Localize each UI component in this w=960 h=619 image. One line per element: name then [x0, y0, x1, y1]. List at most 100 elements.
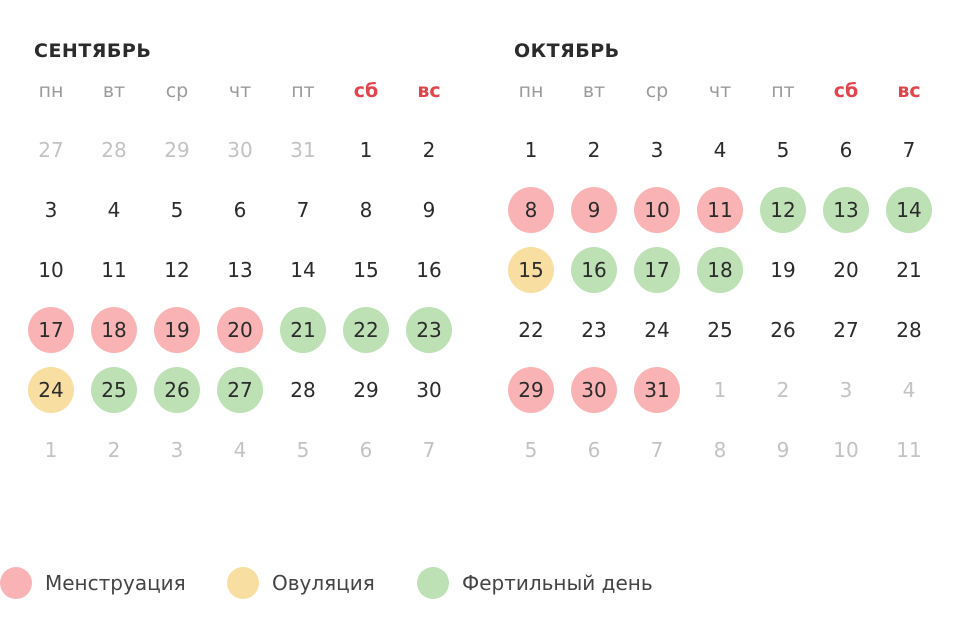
day-cell-menstruation[interactable]: 29: [508, 367, 554, 413]
ovulation-swatch-icon: [227, 567, 259, 599]
day-cell[interactable]: 9: [422, 198, 436, 222]
weekday-label: вт: [102, 80, 126, 102]
day-cell-outside-month: 7: [650, 438, 664, 462]
day-cell[interactable]: 1: [524, 138, 538, 162]
day-cell[interactable]: 28: [290, 378, 316, 402]
weekday-label: вс: [897, 80, 921, 102]
menstruation-swatch-icon: [0, 567, 32, 599]
day-cell-fertile[interactable]: 14: [886, 187, 932, 233]
day-cell[interactable]: 2: [587, 138, 601, 162]
day-cell[interactable]: 29: [353, 378, 379, 402]
weekday-label: ср: [645, 80, 669, 102]
day-cell-fertile[interactable]: 27: [217, 367, 263, 413]
day-cell[interactable]: 4: [107, 198, 121, 222]
month-title: СЕНТЯБРЬ: [34, 40, 152, 62]
day-cell-fertile[interactable]: 22: [343, 307, 389, 353]
weekday-label: пт: [291, 80, 315, 102]
day-cell-outside-month: 30: [227, 138, 253, 162]
day-cell-menstruation[interactable]: 18: [91, 307, 137, 353]
day-cell-outside-month: 2: [107, 438, 121, 462]
day-cell-outside-month: 6: [587, 438, 601, 462]
day-cell[interactable]: 3: [650, 138, 664, 162]
day-cell[interactable]: 11: [101, 258, 127, 282]
day-cell[interactable]: 25: [707, 318, 733, 342]
day-cell[interactable]: 7: [296, 198, 310, 222]
day-cell[interactable]: 26: [770, 318, 796, 342]
day-cell-outside-month: 5: [524, 438, 538, 462]
weekday-label: сб: [833, 80, 859, 102]
day-cell[interactable]: 5: [776, 138, 790, 162]
day-cell[interactable]: 6: [233, 198, 247, 222]
day-cell-outside-month: 5: [296, 438, 310, 462]
day-cell[interactable]: 1: [359, 138, 373, 162]
day-cell[interactable]: 30: [416, 378, 442, 402]
day-cell[interactable]: 8: [359, 198, 373, 222]
day-cell[interactable]: 3: [44, 198, 58, 222]
day-cell[interactable]: 28: [896, 318, 922, 342]
weekday-label: ср: [165, 80, 189, 102]
day-cell-menstruation[interactable]: 31: [634, 367, 680, 413]
day-cell[interactable]: 15: [353, 258, 379, 282]
day-cell-outside-month: 3: [170, 438, 184, 462]
day-cell-outside-month: 7: [422, 438, 436, 462]
day-cell-outside-month: 31: [290, 138, 316, 162]
day-cell-outside-month: 8: [713, 438, 727, 462]
month-title: ОКТЯБРЬ: [514, 40, 620, 62]
weekday-label: чт: [708, 80, 732, 102]
legend-item-menstruation: Менструация: [0, 566, 186, 600]
day-cell-outside-month: 1: [713, 378, 727, 402]
day-cell-fertile[interactable]: 21: [280, 307, 326, 353]
day-cell[interactable]: 4: [713, 138, 727, 162]
day-cell-fertile[interactable]: 26: [154, 367, 200, 413]
legend-label: Овуляция: [272, 571, 375, 595]
day-cell[interactable]: 16: [416, 258, 442, 282]
day-cell-menstruation[interactable]: 10: [634, 187, 680, 233]
day-cell[interactable]: 2: [422, 138, 436, 162]
day-cell-outside-month: 4: [233, 438, 247, 462]
day-cell[interactable]: 13: [227, 258, 253, 282]
day-cell-outside-month: 3: [839, 378, 853, 402]
legend-label: Фертильный день: [462, 571, 653, 595]
day-cell-ovulation[interactable]: 15: [508, 247, 554, 293]
day-cell[interactable]: 10: [38, 258, 64, 282]
day-cell-outside-month: 6: [359, 438, 373, 462]
day-cell[interactable]: 12: [164, 258, 190, 282]
day-cell-outside-month: 2: [776, 378, 790, 402]
day-cell-fertile[interactable]: 23: [406, 307, 452, 353]
weekday-label: сб: [353, 80, 379, 102]
weekday-label: вс: [417, 80, 441, 102]
day-cell[interactable]: 27: [833, 318, 859, 342]
day-cell[interactable]: 6: [839, 138, 853, 162]
day-cell-fertile[interactable]: 18: [697, 247, 743, 293]
day-cell-menstruation[interactable]: 11: [697, 187, 743, 233]
day-cell-fertile[interactable]: 17: [634, 247, 680, 293]
day-cell-fertile[interactable]: 16: [571, 247, 617, 293]
day-cell-outside-month: 28: [101, 138, 127, 162]
day-cell-outside-month: 27: [38, 138, 64, 162]
day-cell-outside-month: 4: [902, 378, 916, 402]
day-cell-fertile[interactable]: 13: [823, 187, 869, 233]
day-cell-menstruation[interactable]: 9: [571, 187, 617, 233]
day-cell[interactable]: 5: [170, 198, 184, 222]
day-cell[interactable]: 23: [581, 318, 607, 342]
day-cell-fertile[interactable]: 12: [760, 187, 806, 233]
weekday-label: вт: [582, 80, 606, 102]
day-cell-ovulation[interactable]: 24: [28, 367, 74, 413]
day-cell[interactable]: 7: [902, 138, 916, 162]
day-cell-menstruation[interactable]: 20: [217, 307, 263, 353]
day-cell[interactable]: 20: [833, 258, 859, 282]
day-cell-fertile[interactable]: 25: [91, 367, 137, 413]
day-cell[interactable]: 19: [770, 258, 796, 282]
day-cell-menstruation[interactable]: 19: [154, 307, 200, 353]
day-cell-menstruation[interactable]: 30: [571, 367, 617, 413]
legend-item-fertile: Фертильный день: [417, 566, 653, 600]
day-cell-outside-month: 10: [833, 438, 859, 462]
weekday-label: чт: [228, 80, 252, 102]
weekday-label: пн: [38, 80, 64, 102]
day-cell-menstruation[interactable]: 8: [508, 187, 554, 233]
day-cell-menstruation[interactable]: 17: [28, 307, 74, 353]
day-cell[interactable]: 21: [896, 258, 922, 282]
day-cell[interactable]: 22: [518, 318, 544, 342]
day-cell[interactable]: 24: [644, 318, 670, 342]
day-cell[interactable]: 14: [290, 258, 316, 282]
